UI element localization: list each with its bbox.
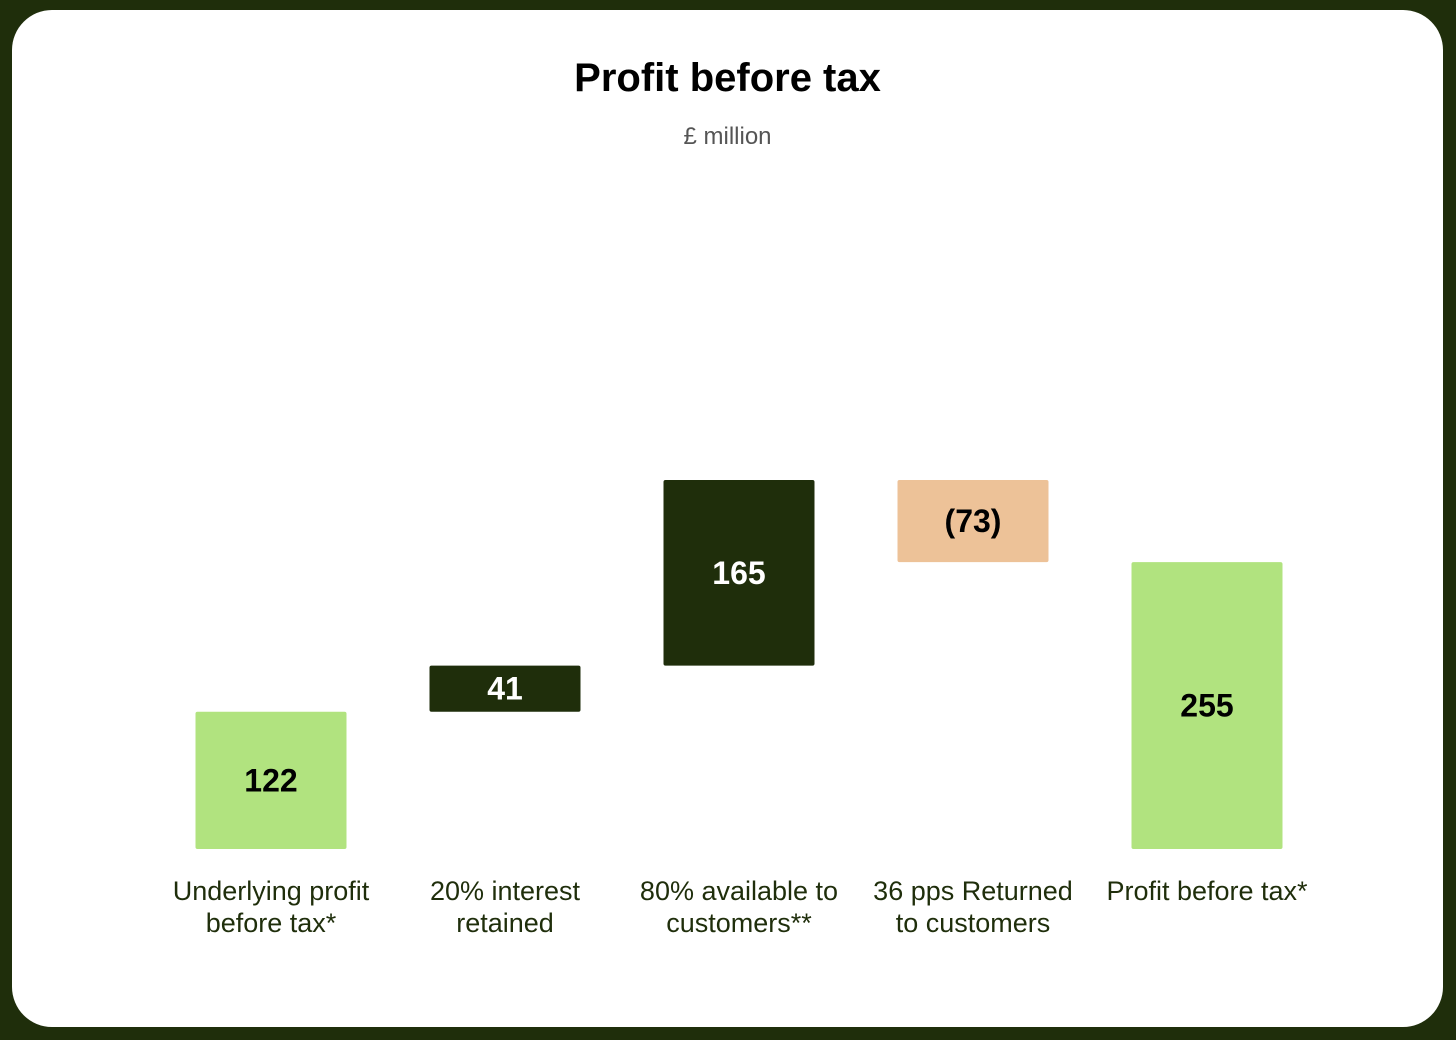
bar-value-label-1: 122 <box>244 762 297 798</box>
bar-value-label-4: (73) <box>945 503 1002 539</box>
chart-subtitle: £ million <box>683 123 772 150</box>
category-label-line: customers** <box>666 908 812 938</box>
category-label-line: retained <box>456 908 554 938</box>
chart-card: Profit before tax £ million 122 Underlyin… <box>12 10 1443 1027</box>
bar-5 <box>1131 562 1283 849</box>
category-label-3: 80% available to customers** <box>640 876 838 938</box>
bar-1 <box>195 711 347 849</box>
category-label-line: Underlying profit <box>173 876 370 906</box>
category-label-line: before tax* <box>206 908 337 938</box>
category-label-line: 20% interest <box>430 876 581 906</box>
category-label-4: 36 pps Returned to customers <box>873 876 1073 938</box>
bar-2 <box>429 665 581 712</box>
bar-4 <box>897 480 1049 563</box>
bar-value-label-3: 165 <box>712 555 765 591</box>
bar-value-label-5: 255 <box>1180 688 1233 724</box>
category-label-line: Profit before tax* <box>1106 876 1308 906</box>
bar-3 <box>663 480 815 666</box>
category-label-5: Profit before tax* <box>1106 876 1308 906</box>
category-label-2: 20% interest retained <box>430 876 581 938</box>
category-label-line: to customers <box>896 908 1051 938</box>
waterfall-chart: 122 Underlying profit before tax* 41 20% int… <box>173 480 1308 938</box>
category-label-1: Underlying profit before tax* <box>173 876 370 938</box>
bar-value-label-2: 41 <box>487 671 523 707</box>
category-label-line: 36 pps Returned <box>873 876 1073 906</box>
chart-title: Profit before tax <box>574 56 881 100</box>
category-label-line: 80% available to <box>640 876 838 906</box>
